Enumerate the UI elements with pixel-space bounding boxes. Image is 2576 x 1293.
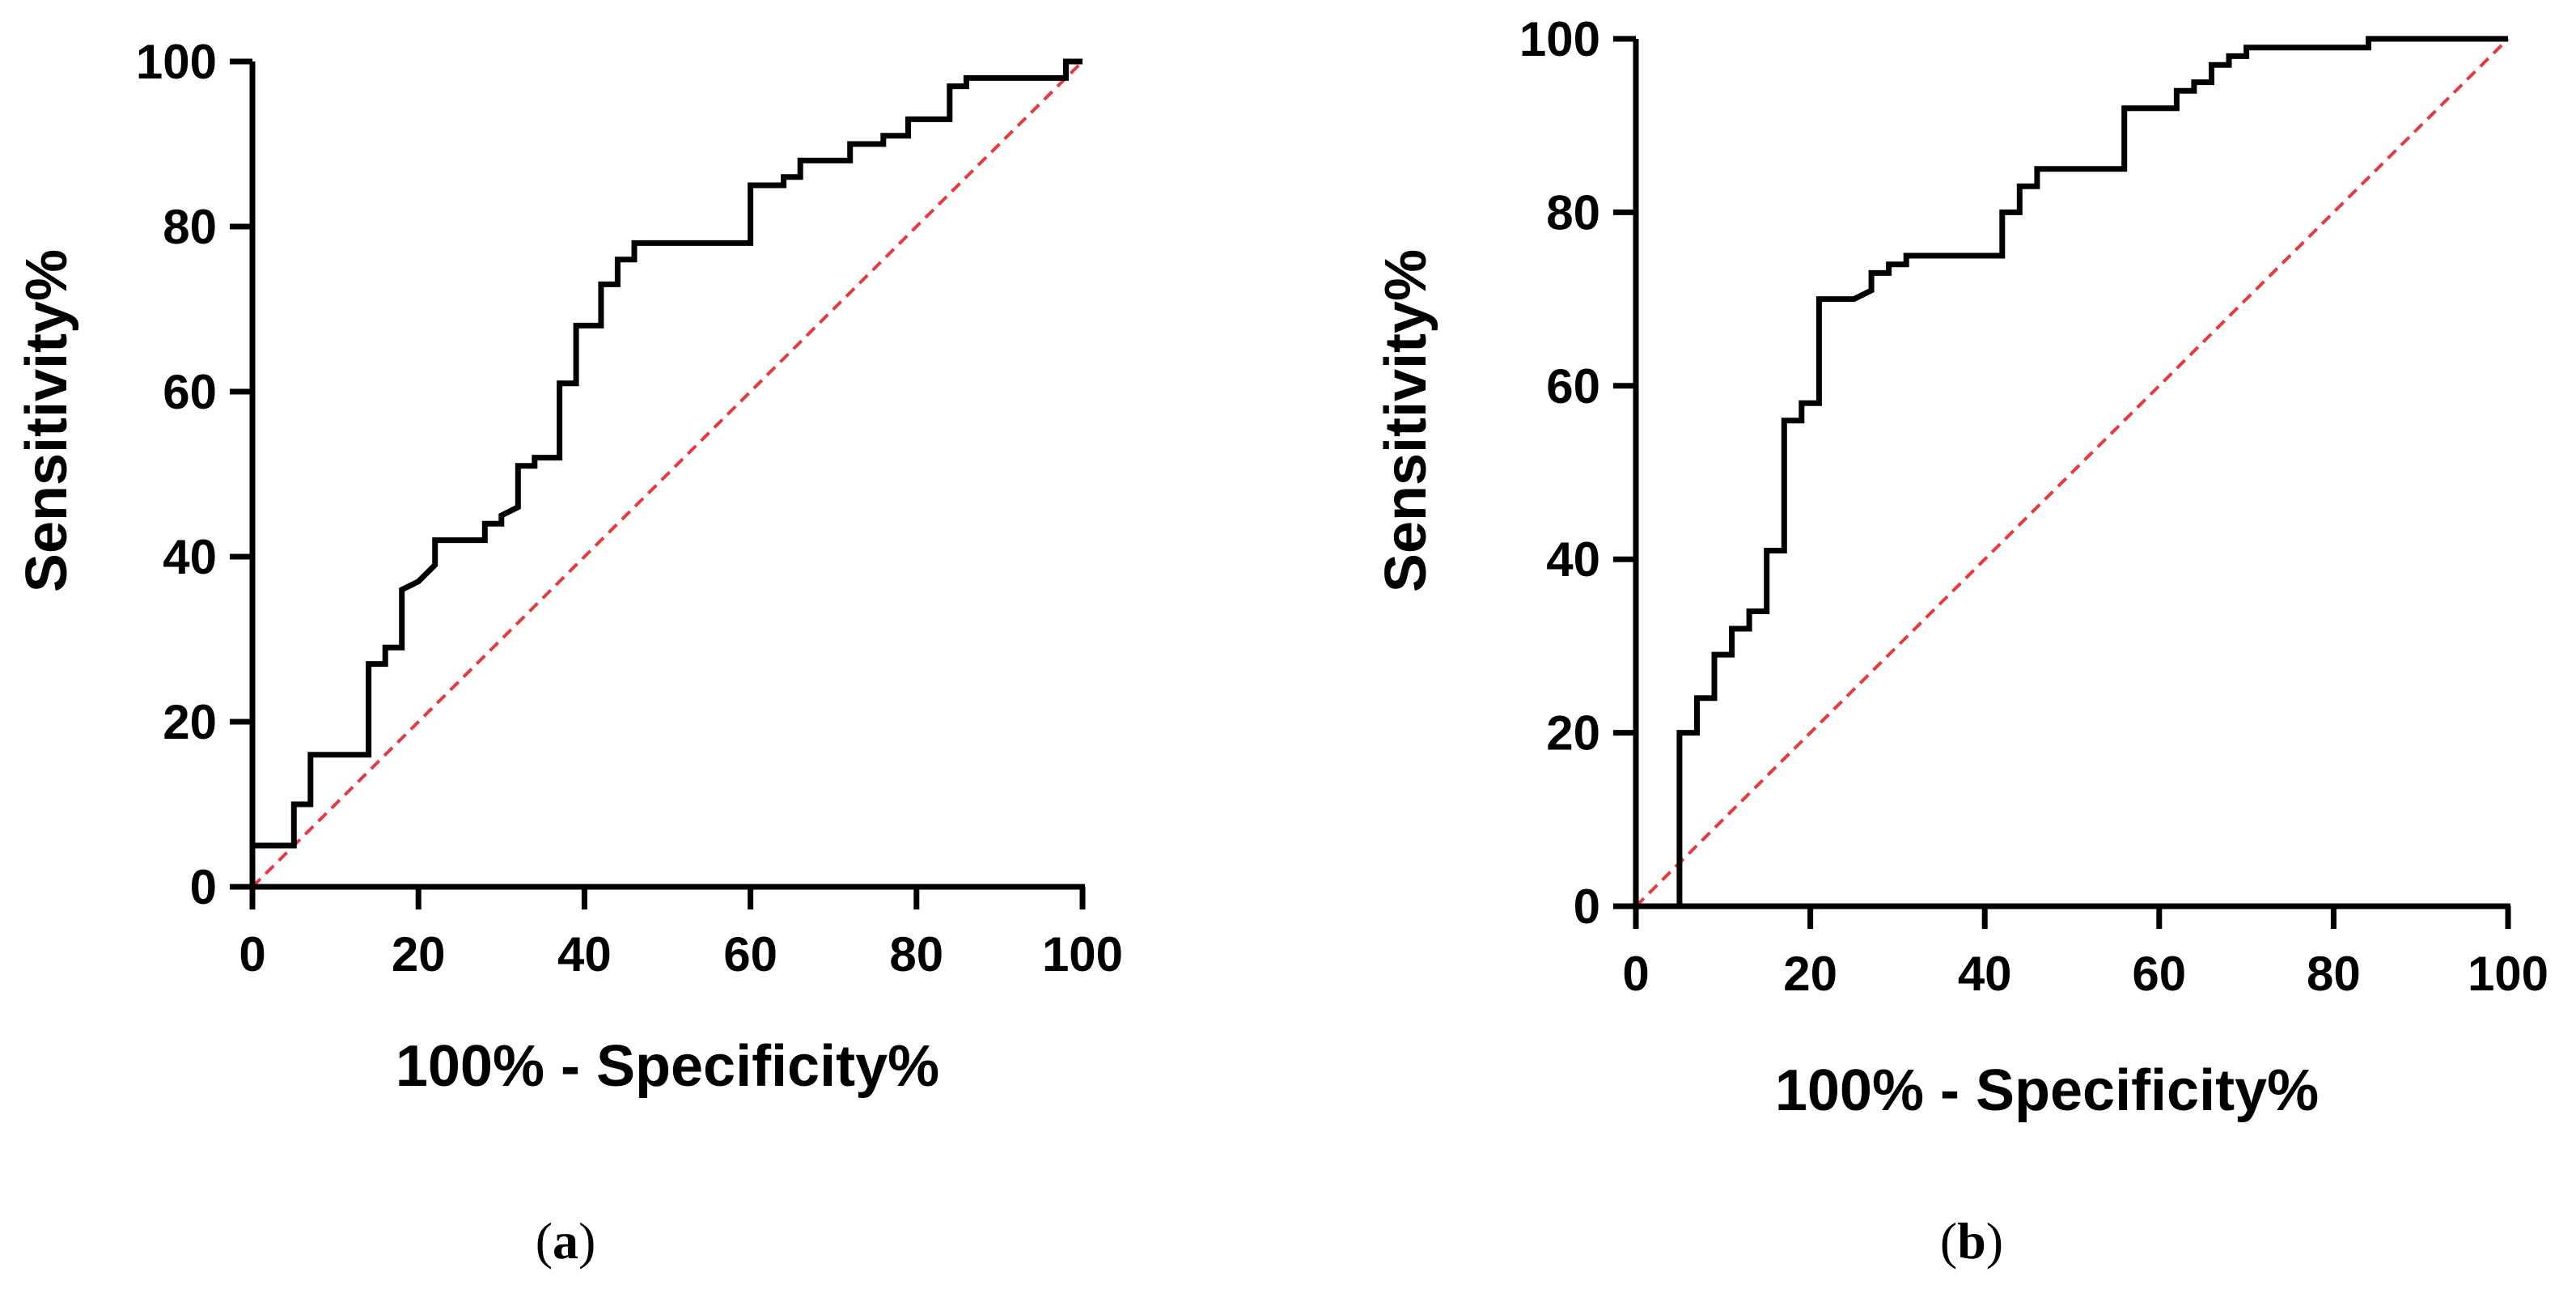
panel-a-x-axis-title: 100% - Specificity%	[396, 1034, 939, 1099]
panel-b-x-tick-label: 40	[1958, 947, 2012, 1001]
panel-a-label: (a)	[536, 1212, 596, 1270]
panel-a-y-tick-label: 60	[163, 365, 217, 419]
panel-a-plot-layer: 0 20 40 60 80 100 0 20 40 60 80 100	[136, 35, 1123, 981]
panel-a-y-tick-label: 80	[163, 200, 217, 254]
panel-b-y-tick-label: 20	[1546, 706, 1600, 761]
panel-b-reference-line	[1634, 37, 2510, 908]
panel-b-roc-curve	[1636, 36, 2508, 909]
panel-b-label-open: (	[1940, 1212, 1957, 1270]
panel-b-x-tick-label: 80	[2307, 947, 2361, 1001]
panel-a-y-tick-label: 100	[136, 35, 217, 89]
panel-a-reference-line	[251, 60, 1084, 888]
panel-b-x-tick-label: 20	[1783, 947, 1837, 1001]
panel-b-label-close: )	[1986, 1212, 2003, 1270]
panel-a-y-tick-label: 20	[163, 695, 217, 749]
panel-a-label-open: (	[536, 1212, 553, 1270]
panel-b-y-tick-label: 80	[1546, 185, 1600, 240]
panel-b: 0 20 40 60 80 100 0 20 40 60 80 100 100% - Specific…	[1374, 12, 2548, 1270]
panel-a-y-tick-label: 0	[190, 860, 217, 914]
panel-b-y-axis-title: Sensitivity%	[1374, 249, 1438, 592]
panel-a-roc-curve	[249, 58, 1083, 887]
panel-a-x-tick-label: 60	[723, 927, 777, 981]
panel-a-x-tick-label: 40	[557, 927, 612, 981]
panel-a-x-tick-label: 0	[239, 927, 265, 981]
panel-b-x-tick-label: 100	[2468, 947, 2548, 1001]
panel-a-y-tick-label: 40	[163, 530, 217, 584]
panel-b-label-letter: b	[1957, 1212, 1986, 1270]
panel-a-label-letter: a	[553, 1212, 578, 1270]
panel-b-plot-layer: 0 20 40 60 80 100 0 20 40 60 80 100	[1519, 12, 2548, 1001]
panel-a: 0 20 40 60 80 100 0 20 40 60 80 100 100% - Specific…	[15, 35, 1123, 1270]
panel-a-label-close: )	[578, 1212, 595, 1270]
panel-b-x-axis-title: 100% - Specificity%	[1775, 1058, 2319, 1123]
panel-b-label: (b)	[1940, 1212, 2003, 1270]
panel-a-x-tick-label: 20	[392, 927, 446, 981]
panel-b-x-tick-label: 60	[2132, 947, 2186, 1001]
panel-b-y-tick-label: 100	[1519, 12, 1600, 66]
panel-b-y-tick-label: 60	[1546, 359, 1600, 413]
panel-b-y-tick-label: 40	[1546, 532, 1600, 587]
panel-b-y-tick-label: 0	[1574, 880, 1600, 934]
panel-a-y-axis-title: Sensitivity%	[15, 249, 79, 592]
panel-a-x-tick-label: 80	[889, 927, 943, 981]
panel-a-x-tick-label: 100	[1042, 927, 1123, 981]
panel-b-x-tick-label: 0	[1622, 947, 1649, 1001]
